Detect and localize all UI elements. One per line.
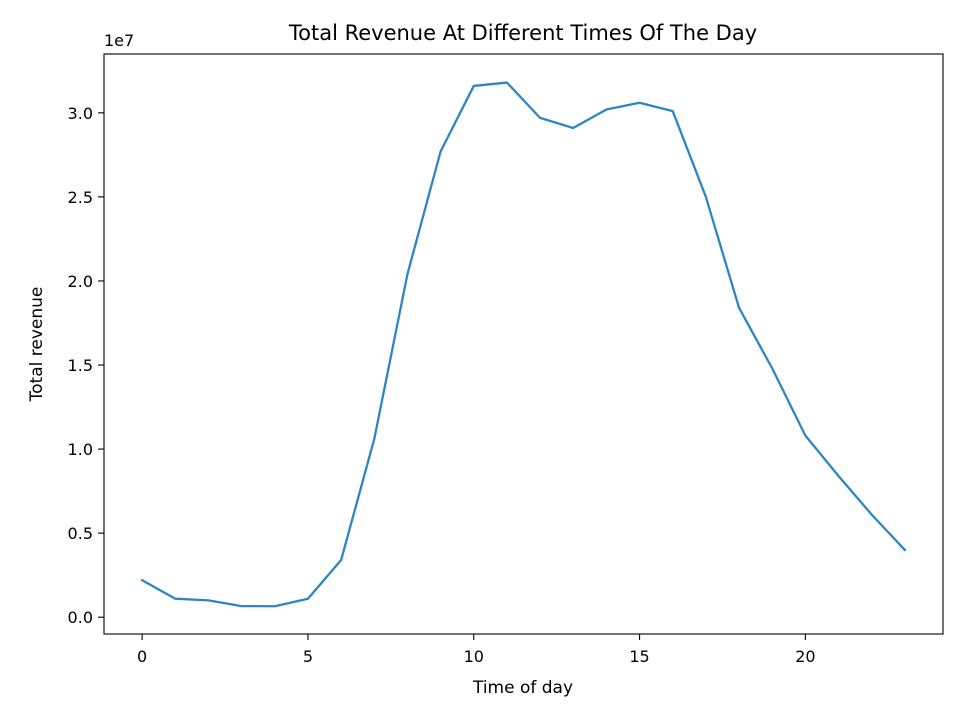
y-tick-label-3: 1.5: [68, 356, 93, 375]
x-axis-title: Time of day: [472, 678, 573, 698]
x-tick-label-0: 0: [137, 647, 147, 666]
y-tick-label-4: 2.0: [68, 272, 93, 291]
y-tick-label-1: 0.5: [68, 524, 93, 543]
x-tick-label-1: 5: [303, 647, 313, 666]
plot-background: [104, 54, 943, 634]
chart-title: Total Revenue At Different Times Of The …: [288, 21, 757, 45]
series-line-0: [140, 81, 907, 608]
y-tick-label-6: 3.0: [68, 104, 93, 123]
series-layer: [140, 81, 907, 608]
y-tick-label-0: 0.0: [68, 608, 93, 627]
x-axis-ticks: 0 5 10 15 20: [137, 634, 816, 666]
plot-frame: [103, 53, 944, 635]
y-tick-label-2: 1.0: [68, 440, 93, 459]
x-tick-label-2: 10: [464, 647, 484, 666]
y-axis-offset-label: 1e7: [104, 31, 134, 50]
x-tick-label-3: 15: [629, 647, 649, 666]
y-tick-label-5: 2.5: [68, 188, 93, 207]
y-axis-title: Total revenue: [27, 287, 47, 403]
y-axis-ticks: 0.0 0.5 1.0 1.5 2.0 2.5 3.0: [68, 104, 104, 627]
x-tick-label-4: 20: [795, 647, 815, 666]
